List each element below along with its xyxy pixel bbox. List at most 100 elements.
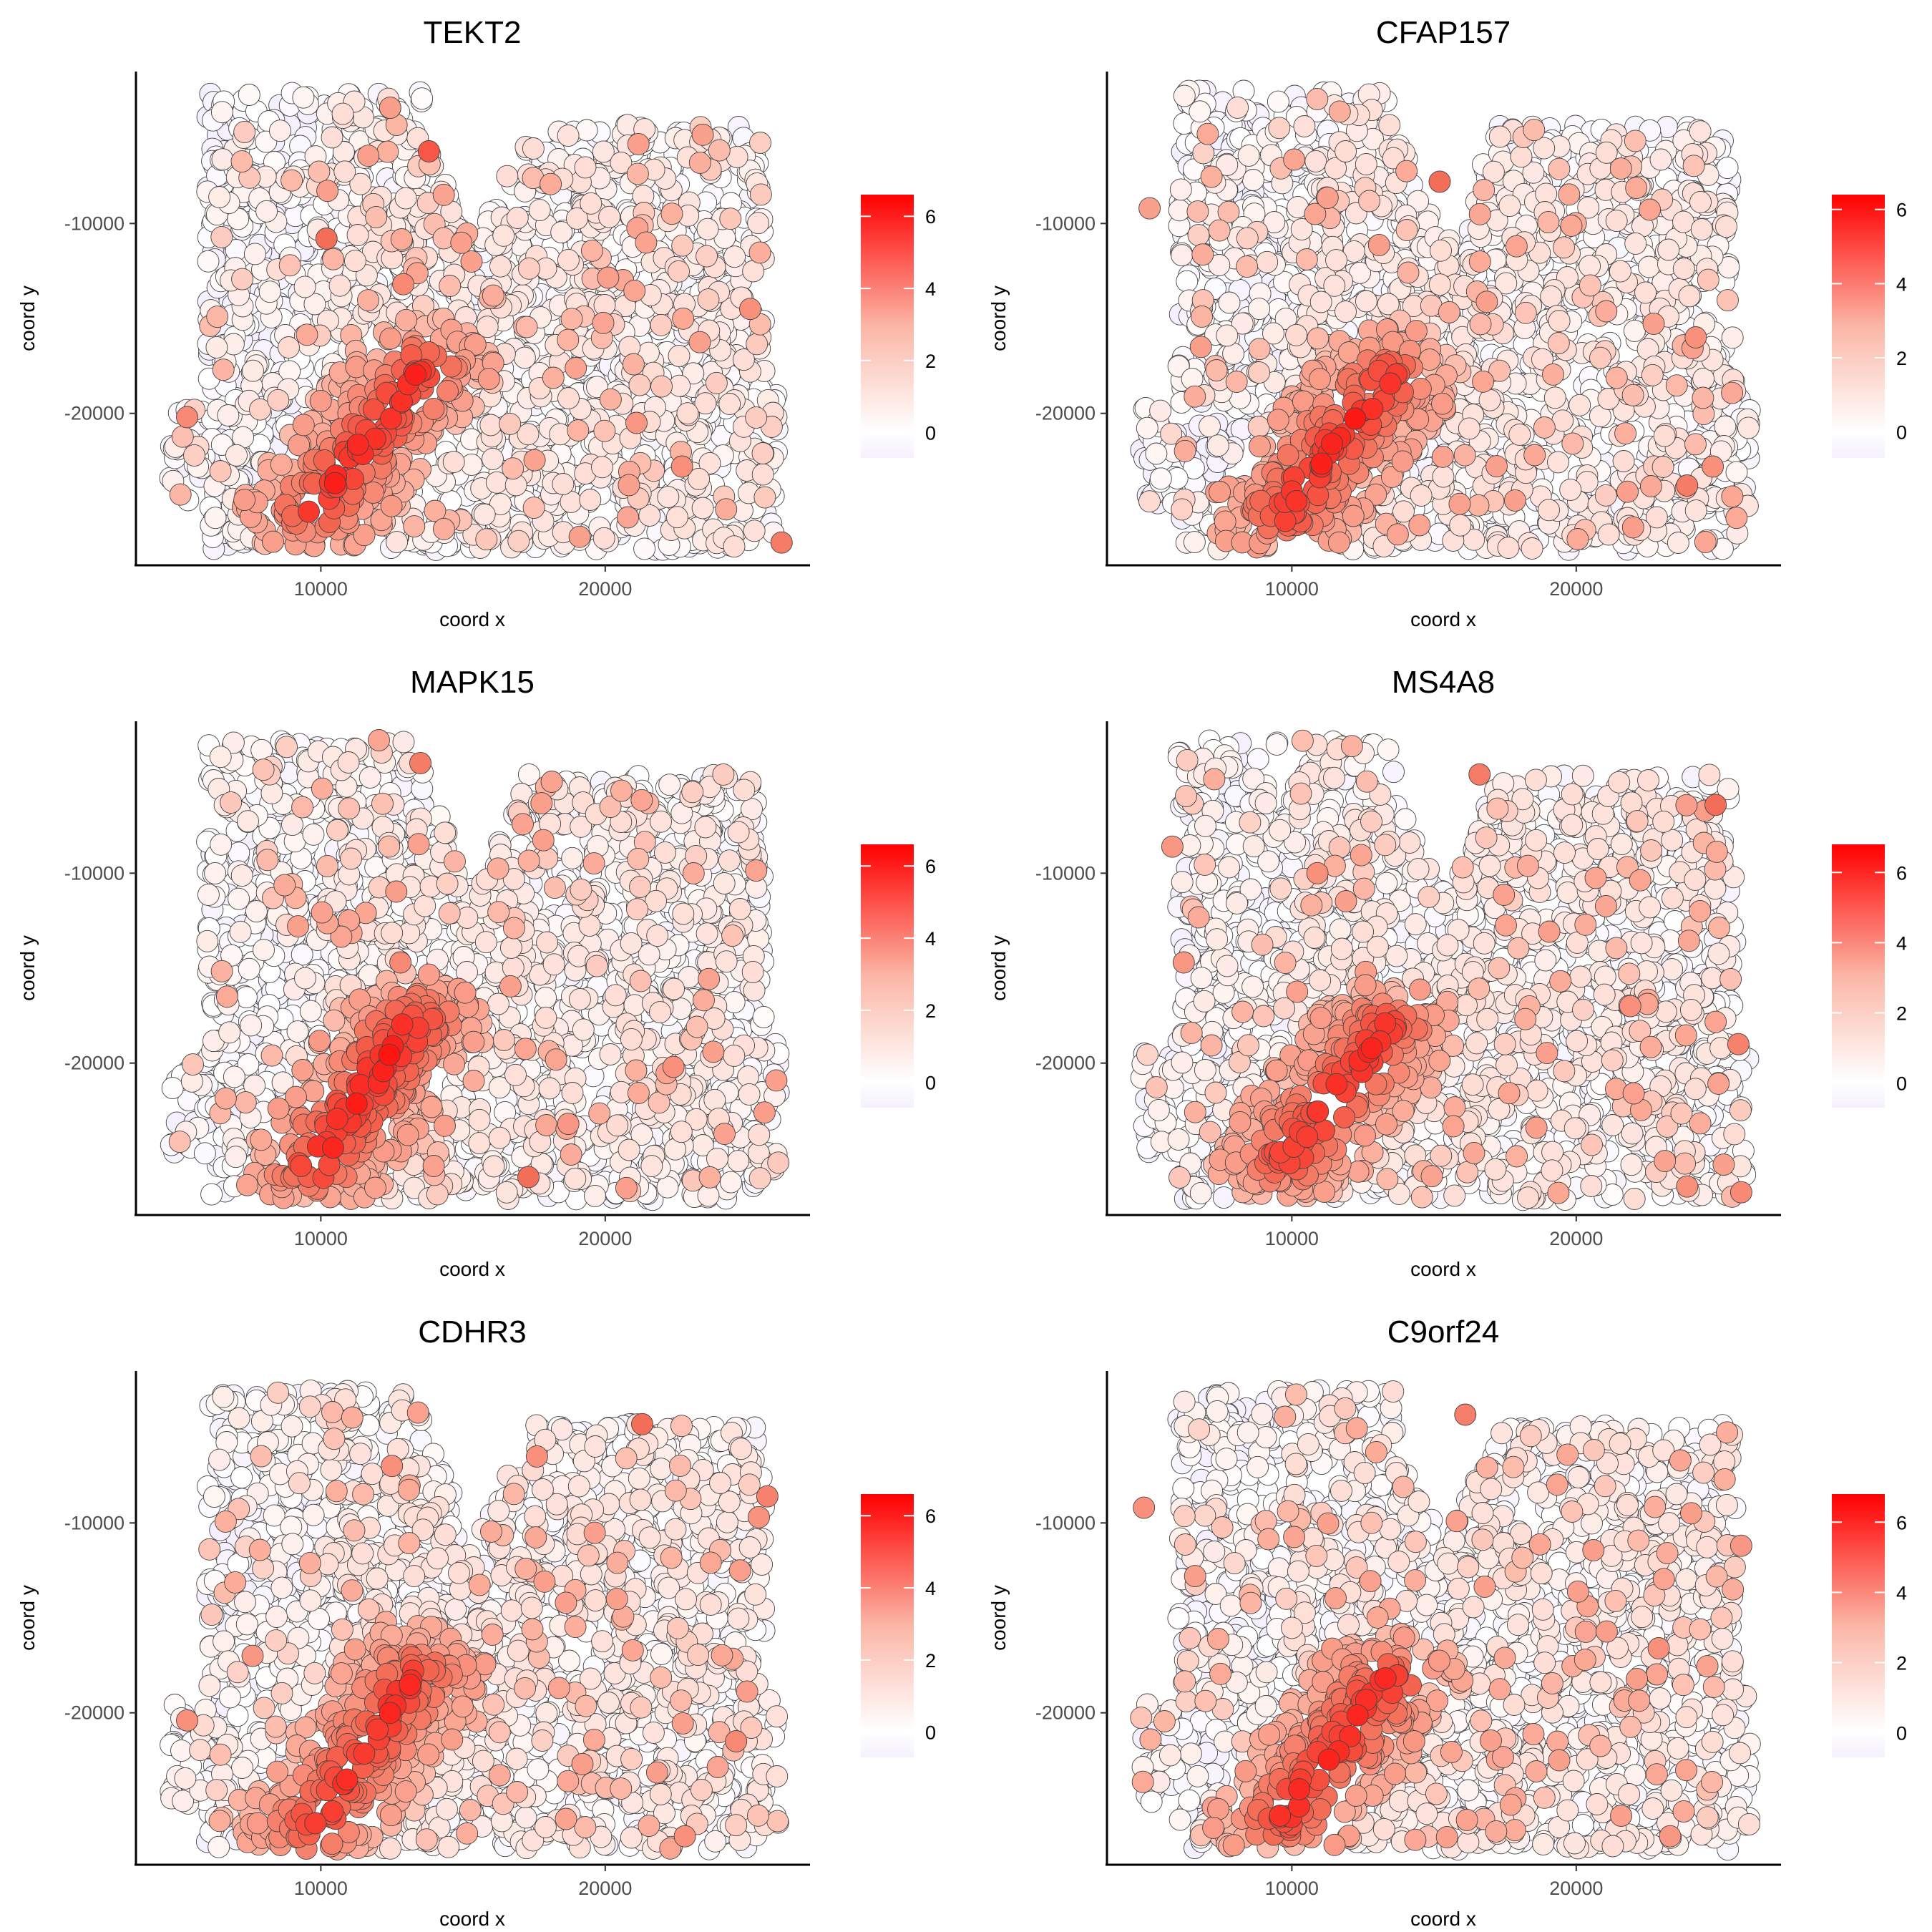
spot-point (567, 419, 590, 441)
spot-point (749, 183, 772, 206)
spot-point (1189, 336, 1212, 358)
spot-point (580, 239, 603, 262)
spot-point (1277, 444, 1299, 467)
spot-point (169, 483, 192, 506)
spot-point (593, 419, 616, 442)
spot-point (623, 279, 646, 302)
spot-point (1379, 372, 1402, 395)
spot-point (1725, 461, 1748, 484)
spot-point (231, 268, 254, 291)
spot-point (627, 132, 650, 155)
spot-point (255, 200, 278, 223)
spot-point (1672, 258, 1695, 280)
spot-point (346, 433, 369, 456)
spot-point (309, 389, 332, 412)
spot-point (243, 243, 266, 265)
y-tick-label: -10000 (1035, 213, 1096, 234)
spot-point (1192, 142, 1215, 165)
spot-point (1684, 499, 1707, 522)
spot-point (753, 486, 776, 509)
spot-point (1537, 210, 1560, 233)
spot-point (1548, 310, 1571, 333)
spot-point (1138, 490, 1161, 513)
spot-point (580, 192, 602, 215)
y-tick-label: -10000 (64, 213, 125, 234)
spot-point (476, 316, 499, 338)
spot-point (171, 425, 194, 448)
spot-point (267, 389, 290, 411)
spot-point (1183, 531, 1206, 554)
spot-point (1473, 179, 1496, 201)
spot-point (475, 528, 498, 551)
spot-point (1236, 255, 1259, 278)
spot-point (392, 273, 415, 296)
spot-point (432, 183, 455, 206)
spot-point (635, 231, 658, 254)
spot-point (1149, 467, 1172, 490)
spot-point (506, 207, 529, 229)
y-tick-label: -20000 (64, 403, 125, 424)
spot-point (1623, 319, 1646, 342)
spot-point (626, 162, 649, 185)
spot-point (1176, 270, 1199, 293)
spot-point (1335, 301, 1357, 323)
spot-point (258, 280, 281, 303)
spot-point (688, 151, 711, 174)
spot-point (598, 205, 621, 228)
colorbar-tick-label: 0 (1896, 422, 1907, 444)
spot-point (502, 457, 525, 480)
spot-point (1689, 190, 1712, 213)
spot-point (1498, 195, 1521, 218)
spot-point (617, 506, 639, 529)
spot-point (322, 248, 345, 270)
spot-point (1514, 301, 1537, 324)
spot-point (1597, 523, 1620, 546)
spot-point (1595, 300, 1618, 323)
spot-point (1543, 386, 1566, 409)
spot-point (331, 102, 354, 125)
spot-point (1714, 415, 1737, 438)
spot-point (1605, 366, 1628, 389)
spot-point (749, 132, 771, 154)
spot-point (597, 266, 620, 289)
spot-point (1548, 157, 1571, 180)
colorbar (861, 195, 914, 458)
spot-point (193, 1142, 216, 1165)
spot-point (1497, 537, 1520, 559)
spot-point (742, 260, 765, 283)
spot-point (1547, 332, 1570, 354)
spot-point (386, 531, 409, 554)
spot-point (1208, 219, 1231, 242)
spot-point (210, 225, 233, 248)
spot-point (432, 517, 455, 540)
spot-point (688, 331, 711, 353)
spot-point (1682, 155, 1705, 177)
spot-point (1395, 219, 1418, 241)
spot-point (1589, 346, 1611, 369)
spot-point (1689, 120, 1712, 143)
spot-point (343, 250, 366, 273)
spot-point (1678, 285, 1701, 308)
spot-point (1547, 451, 1569, 474)
spot-point (1247, 416, 1270, 438)
spot-point (1579, 274, 1601, 297)
spot-point (496, 165, 519, 187)
spot-point (316, 180, 339, 203)
colorbar-tick-label: 6 (1896, 200, 1907, 221)
spot-point (1214, 510, 1236, 533)
spot-point (665, 506, 688, 529)
spot-point (1438, 301, 1460, 323)
colorbar-tick-label: 4 (1896, 273, 1907, 295)
spot-point (403, 515, 426, 538)
spot-point (668, 260, 690, 283)
spot-point (436, 380, 459, 402)
spot-point (748, 241, 771, 264)
spot-point (1256, 250, 1279, 273)
spot-point (1448, 492, 1471, 515)
spot-point (1467, 494, 1490, 517)
spot-point (1335, 140, 1357, 162)
spot-point (499, 412, 522, 435)
spot-point (739, 298, 761, 321)
spot-point (1189, 100, 1211, 123)
